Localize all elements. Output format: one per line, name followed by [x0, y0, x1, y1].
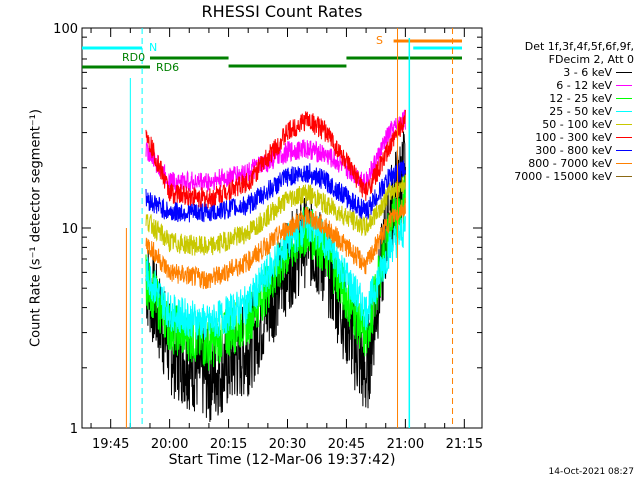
series-line — [145, 109, 406, 209]
x-axis-label: Start Time (12-Mar-06 19:37:42) — [168, 452, 396, 468]
legend-header-line-2: FDecim 2, Att 0 — [548, 53, 634, 66]
legend-entry: 300 - 800 keV — [486, 144, 634, 157]
y-tick-label: 100 — [53, 22, 78, 37]
x-tick-label: 20:45 — [328, 437, 365, 452]
legend-entry: 12 - 25 keV — [486, 92, 634, 105]
legend-label: 300 - 800 keV — [535, 144, 612, 157]
x-tick-label: 19:45 — [92, 437, 129, 452]
attenuator-label: RD0 — [122, 51, 145, 64]
legend-label: 7000 - 15000 keV — [514, 170, 612, 183]
series-line — [145, 197, 406, 290]
x-tick-label: 21:00 — [387, 437, 424, 452]
legend-label: 100 - 300 keV — [535, 131, 612, 144]
x-tick-label: 20:15 — [210, 437, 247, 452]
legend-entry: 7000 - 15000 keV — [486, 170, 634, 183]
night-label: N — [149, 41, 157, 54]
legend-swatch — [616, 72, 632, 73]
saa-label: S — [376, 34, 383, 47]
legend-label: 800 - 7000 keV — [528, 157, 612, 170]
legend-entry: 6 - 12 keV — [486, 79, 634, 92]
legend-entry: 50 - 100 keV — [486, 118, 634, 131]
legend-label: 6 - 12 keV — [556, 79, 612, 92]
legend-label: 3 - 6 keV — [563, 66, 612, 79]
y-tick-label: 1 — [70, 422, 78, 437]
timestamp: 14-Oct-2021 08:27 — [548, 467, 634, 477]
legend: Det 1f,3f,4f,5f,6f,9f, FDecim 2, Att 0 3… — [486, 40, 634, 183]
series-line — [145, 174, 406, 256]
legend-swatch — [616, 150, 632, 151]
legend-entry: 25 - 50 keV — [486, 105, 634, 118]
y-tick-label: 10 — [61, 222, 78, 237]
legend-swatch — [616, 111, 632, 112]
series-line — [145, 160, 406, 223]
x-tick-label: 21:15 — [446, 437, 483, 452]
legend-entry: 800 - 7000 keV — [486, 157, 634, 170]
legend-label: 50 - 100 keV — [542, 118, 612, 131]
decimation-label: RD6 — [156, 61, 179, 74]
legend-swatch — [616, 176, 632, 177]
legend-label: 12 - 25 keV — [549, 92, 612, 105]
legend-swatch — [616, 137, 632, 138]
series-line — [145, 205, 406, 340]
legend-entry: 3 - 6 keV — [486, 66, 634, 79]
legend-label: 25 - 50 keV — [549, 105, 612, 118]
legend-swatch — [616, 85, 632, 86]
legend-entry: 100 - 300 keV — [486, 131, 634, 144]
legend-swatch — [616, 163, 632, 164]
y-axis-label: Count Rate (s⁻¹ detector segment⁻¹) — [28, 109, 44, 347]
legend-swatch — [616, 124, 632, 125]
chart-title: RHESSI Count Rates — [201, 2, 363, 21]
x-tick-label: 20:00 — [151, 437, 188, 452]
legend-header-line-1: Det 1f,3f,4f,5f,6f,9f, — [524, 40, 634, 53]
legend-swatch — [616, 98, 632, 99]
x-tick-label: 20:30 — [269, 437, 306, 452]
